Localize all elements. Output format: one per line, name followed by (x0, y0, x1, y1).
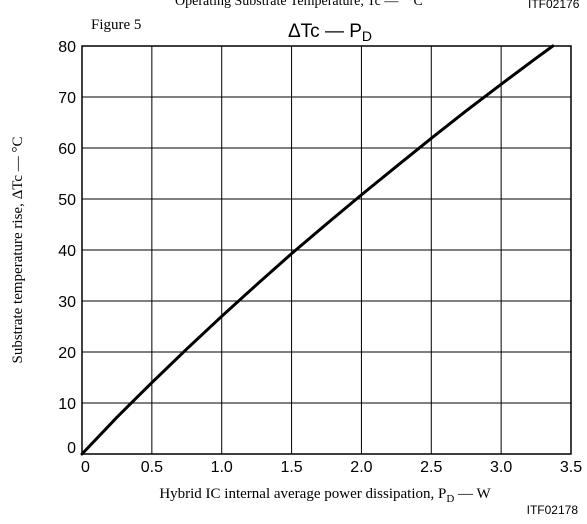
tick-labels: 0 0.5 1.0 1.5 2.0 2.5 3.0 3.5 0 10 20 30 40 50 60 70 80 (58, 39, 582, 476)
clipped-caption: Operating Substrate Temperature, Tc — °C (175, 0, 423, 9)
x-tick-label-4: 2.0 (350, 459, 372, 476)
x-tick-label-1: 0.5 (141, 459, 163, 476)
x-tick-label-6: 3.0 (490, 459, 512, 476)
grid (82, 46, 571, 454)
y-tick-label-1: 10 (58, 396, 76, 413)
y-tick-label-4: 40 (58, 243, 76, 260)
clipped-code: ITF02176 (528, 0, 580, 11)
y-tick-label-7: 70 (58, 90, 76, 107)
x-tick-label-3: 1.5 (280, 459, 302, 476)
series-layer (80, 44, 555, 456)
figure-label: Figure 5 (91, 17, 141, 33)
y-tick-label-8: 80 (58, 39, 76, 56)
y-axis-label: Substrate temperature rise, ΔTc — °C (10, 136, 26, 363)
footer-code: ITF02178 (527, 503, 579, 517)
chart-title: ΔTc — PD (288, 21, 372, 44)
x-axis-label: Hybrid IC internal average power dissipa… (159, 486, 491, 505)
plot-frame (81, 45, 572, 455)
x-tick-label-7: 3.5 (560, 459, 582, 476)
x-tick-label-0: 0 (81, 459, 90, 476)
y-tick-label-2: 20 (58, 345, 76, 362)
y-tick-label-3: 30 (58, 294, 76, 311)
y-tick-label-0: 0 (67, 440, 76, 457)
series-line-0 (80, 44, 555, 456)
y-tick-label-6: 60 (58, 141, 76, 158)
x-tick-label-2: 1.0 (211, 459, 233, 476)
x-tick-label-5: 2.5 (420, 459, 442, 476)
y-tick-label-5: 50 (58, 192, 76, 209)
